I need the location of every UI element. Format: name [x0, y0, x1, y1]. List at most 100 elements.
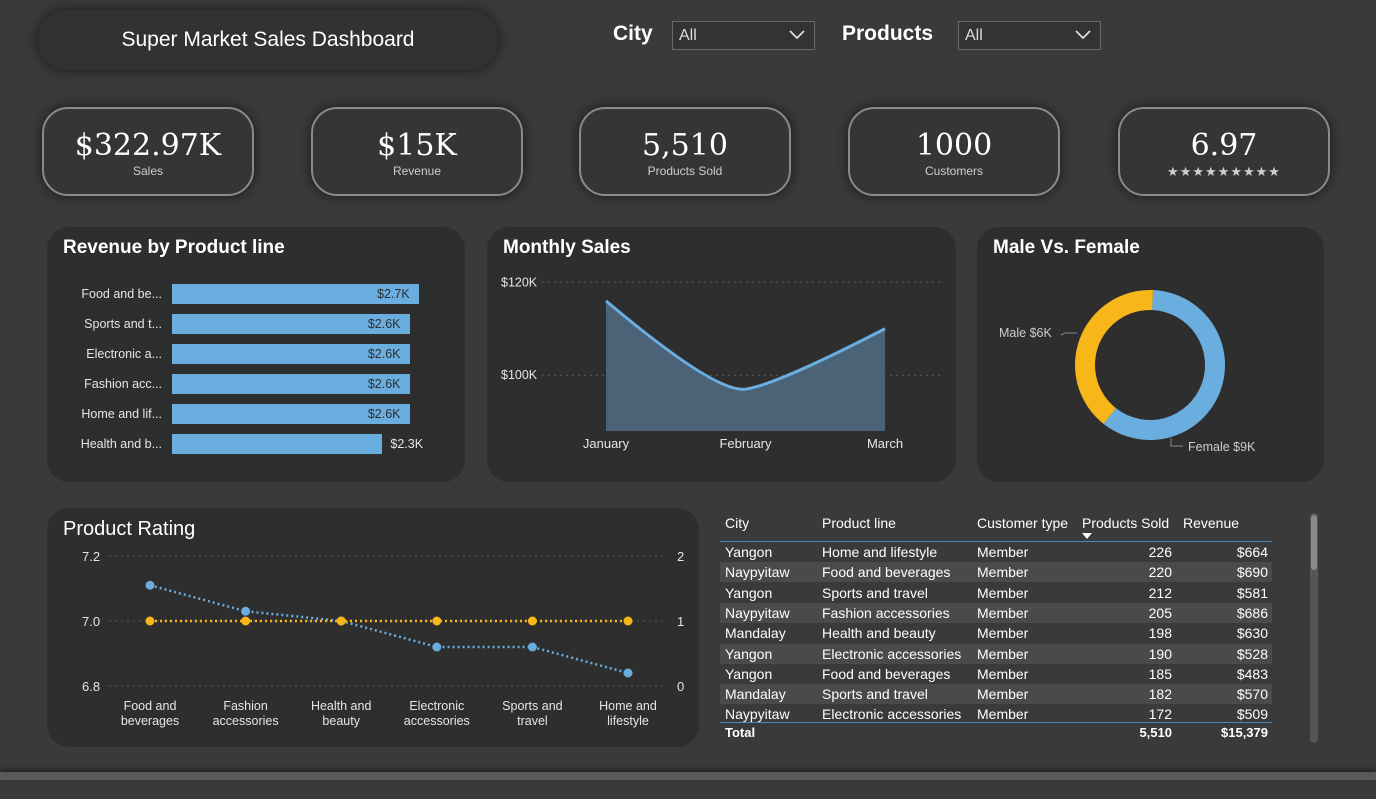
donut-label-male: Male $6K [999, 326, 1052, 340]
x-tick-label: lifestyle [607, 714, 649, 728]
table-cell: Yangon [725, 584, 773, 601]
y-left-tick-label: 6.8 [82, 679, 100, 694]
table-scrollbar[interactable] [1310, 513, 1318, 743]
bar[interactable] [172, 374, 410, 394]
y-tick-label: $100K [501, 368, 538, 382]
leader-line [1170, 438, 1183, 447]
table-cell: Sports and travel [822, 686, 928, 703]
donut-chart: Male $6K Female $9K [999, 290, 1256, 454]
products-filter-dropdown[interactable]: All [958, 21, 1101, 50]
donut-label-female: Female $9K [1188, 440, 1256, 454]
table-scrollbar-thumb[interactable] [1311, 515, 1317, 570]
total-revenue: $15,379 [1221, 725, 1268, 740]
bar-category-label: Home and lif... [81, 407, 162, 421]
table-row[interactable]: Yangon Electronic accessories Member 190 $52… [720, 643, 1272, 664]
x-tick-label: beverages [121, 714, 179, 728]
line-point [623, 616, 633, 626]
table-cell: 220 [1148, 564, 1172, 581]
sort-descending-icon [1082, 533, 1092, 539]
bar[interactable] [172, 314, 410, 334]
line-series [149, 584, 629, 675]
city-filter-label: City [613, 22, 653, 45]
leader-line [1060, 332, 1077, 336]
line-point [145, 616, 155, 626]
chart-title: Male Vs. Female [993, 237, 1140, 258]
table-cell: $686 [1236, 604, 1268, 621]
table-cell: $581 [1236, 584, 1268, 601]
table-row[interactable]: Naypyitaw Food and beverages Member 220 $690 [720, 562, 1272, 583]
bar-category-label: Sports and t... [84, 317, 162, 331]
kpi-label: Customers [924, 164, 983, 178]
x-tick-label: March [867, 436, 903, 451]
line-point [432, 642, 442, 652]
table-cell: Home and lifestyle [822, 544, 938, 560]
table-cell: Member [977, 645, 1029, 662]
table-row[interactable]: Naypyitaw Electronic accessories Member 172… [720, 704, 1272, 724]
line-point [241, 616, 251, 626]
column-header-customer-type[interactable]: Customer type [977, 515, 1069, 531]
kpi-value: $15K [377, 128, 457, 163]
table-cell: Yangon [725, 544, 773, 560]
table-cell: 190 [1148, 645, 1172, 662]
line-point [241, 606, 251, 616]
bar[interactable] [172, 434, 383, 454]
table-cell: Electronic accessories [822, 645, 962, 662]
monthly-sales-card: Monthly Sales $120K $100K January February M… [487, 227, 956, 482]
column-header-city[interactable]: City [725, 515, 750, 531]
line-point [527, 642, 537, 652]
table-cell: Naypyitaw [725, 706, 790, 723]
x-tick-label: Sports and [502, 699, 563, 713]
table-cell: $570 [1236, 686, 1268, 703]
bar-value-label: $2.3K [390, 437, 424, 451]
kpi-card-sales: $322.97K Sales [42, 107, 254, 196]
x-tick-label: February [719, 436, 772, 451]
table-cell: $690 [1236, 564, 1268, 581]
x-tick-label: Fashion [223, 699, 268, 713]
kpi-label: Revenue [392, 164, 442, 178]
line-point [527, 616, 537, 626]
bar[interactable] [172, 284, 419, 304]
bar[interactable] [172, 404, 410, 424]
products-filter-value: All [965, 26, 983, 44]
table-row[interactable]: Yangon Food and beverages Member 185 $483 [720, 664, 1272, 684]
y-right-tick-label: 1 [677, 614, 684, 629]
column-header-revenue[interactable]: Revenue [1183, 515, 1240, 531]
products-filter-label: Products [842, 22, 934, 45]
bar-value-label: $2.7K [377, 287, 410, 301]
y-right-tick-label: 2 [677, 549, 684, 564]
city-filter-dropdown[interactable]: All [672, 21, 815, 50]
chart-title: Monthly Sales [503, 237, 631, 258]
x-tick-label: travel [517, 714, 548, 728]
column-header-products-sold[interactable]: Products Sold [1082, 515, 1170, 531]
bar-value-label: $2.6K [367, 407, 401, 421]
table-cell: $483 [1236, 665, 1268, 682]
table-cell: Naypyitaw [725, 564, 790, 581]
bar-category-label: Food and be... [81, 287, 162, 301]
table-cell: Member [977, 564, 1029, 581]
gender-card: Male Vs. Female Male $6K Female $9K [977, 227, 1324, 482]
bar[interactable] [172, 344, 410, 364]
revenue-by-product-card: Revenue by Product line Food and be... $2… [47, 227, 465, 482]
table-cell: Health and beauty [822, 625, 936, 642]
bar-value-label: $2.6K [367, 377, 401, 391]
table-row[interactable]: Mandalay Sports and travel Member 182 $570 [720, 684, 1272, 705]
table-cell: $509 [1236, 706, 1268, 723]
column-header-product-line[interactable]: Product line [822, 515, 896, 531]
kpi-value: 5,510 [642, 128, 728, 163]
bottom-scrollbar[interactable] [0, 772, 1376, 780]
table-cell: Member [977, 544, 1029, 560]
table-row[interactable]: Mandalay Health and beauty Member 198 $630 [720, 623, 1272, 643]
table-cell: Mandalay [725, 686, 786, 703]
table-cell: Member [977, 604, 1029, 621]
total-label: Total [725, 725, 756, 740]
table-row[interactable]: Yangon Sports and travel Member 212 $581 [720, 583, 1272, 603]
table-row[interactable]: Naypyitaw Fashion accessories Member 205 $68… [720, 602, 1272, 623]
chevron-down-icon [789, 30, 805, 40]
y-right-tick-label: 0 [677, 679, 684, 694]
product-rating-card: Product Rating 7.2 2 7.0 1 6.8 0 Food and bever… [47, 508, 699, 747]
bar-value-label: $2.6K [367, 347, 401, 361]
table-row[interactable]: Yangon Home and lifestyle Member 226 $664 [720, 542, 1272, 562]
line-point [336, 616, 346, 626]
table-cell: $630 [1236, 625, 1268, 642]
